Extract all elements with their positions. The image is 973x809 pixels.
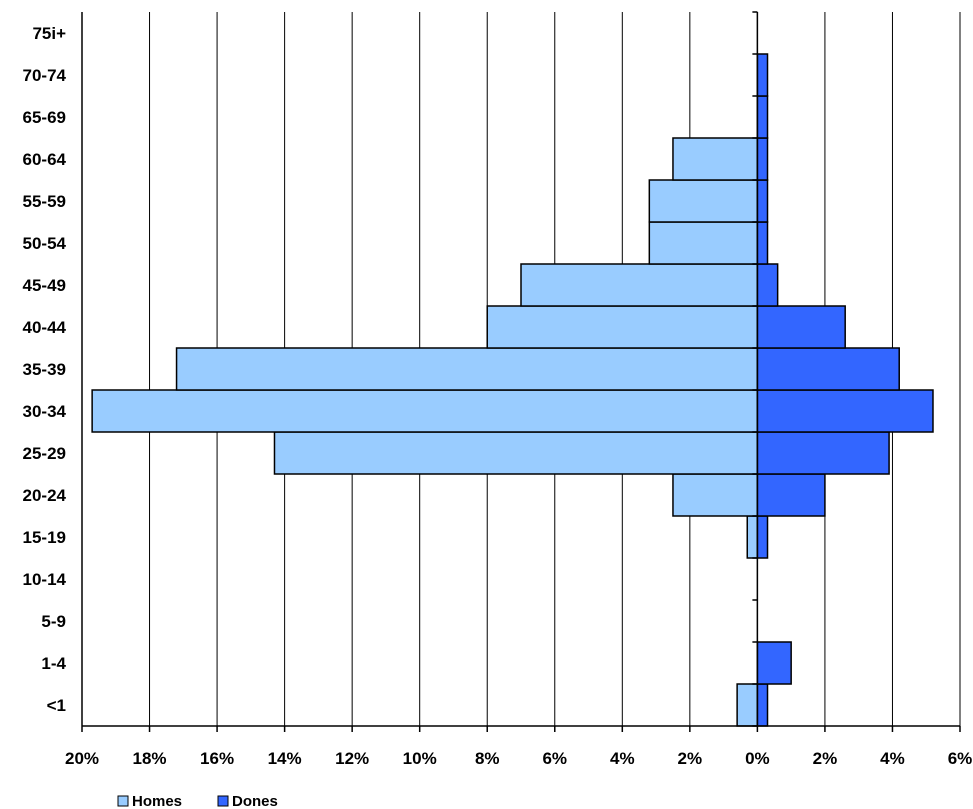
y-tick-label: 70-74 — [23, 66, 67, 85]
legend-label-homes: Homes — [132, 793, 182, 809]
legend-swatch-dones — [217, 795, 229, 807]
x-tick-label: 6% — [542, 749, 567, 768]
bar-dones-7 — [756, 389, 934, 433]
bar-dones-11 — [756, 221, 769, 265]
bar-dones-4 — [756, 515, 769, 559]
bar-homes-9 — [486, 305, 759, 349]
bar-homes-8 — [175, 347, 759, 391]
bar-homes-13 — [672, 137, 759, 181]
bar-dones-9 — [756, 305, 846, 349]
bars — [91, 53, 934, 727]
y-tick-label: 75i+ — [32, 24, 66, 43]
x-tick-label: 2% — [813, 749, 838, 768]
y-tick-label: 15-19 — [23, 528, 66, 547]
bar-homes-4 — [746, 515, 759, 559]
x-tick-label: 18% — [133, 749, 167, 768]
legend-swatch-homes — [117, 795, 129, 807]
bar-dones-1 — [756, 641, 792, 685]
bar-dones-10 — [756, 263, 779, 307]
y-tick-label: <1 — [47, 696, 66, 715]
y-tick-label: 45-49 — [23, 276, 66, 295]
y-tick-label: 60-64 — [23, 150, 67, 169]
x-tick-label: 8% — [475, 749, 500, 768]
y-tick-label: 10-14 — [23, 570, 67, 589]
x-tick-label: 14% — [268, 749, 302, 768]
bar-dones-15 — [756, 53, 769, 97]
y-tick-label: 50-54 — [23, 234, 67, 253]
x-tick-label: 10% — [403, 749, 437, 768]
y-tick-label: 65-69 — [23, 108, 66, 127]
bar-dones-6 — [756, 431, 890, 475]
bar-dones-14 — [756, 95, 769, 139]
bar-homes-6 — [273, 431, 759, 475]
bar-dones-12 — [756, 179, 769, 223]
bar-dones-0 — [756, 683, 769, 727]
y-tick-label: 20-24 — [23, 486, 67, 505]
bar-dones-5 — [756, 473, 826, 517]
bar-dones-13 — [756, 137, 769, 181]
y-tick-label: 1-4 — [41, 654, 66, 673]
y-tick-label: 30-34 — [23, 402, 67, 421]
axes — [81, 11, 961, 732]
bar-homes-5 — [672, 473, 759, 517]
bar-homes-12 — [648, 179, 759, 223]
x-tick-label: 4% — [610, 749, 635, 768]
legend: Homes Dones — [117, 793, 278, 809]
bar-homes-0 — [736, 683, 759, 727]
x-tick-label: 2% — [678, 749, 703, 768]
x-axis-labels: 20% 18% 16% 14% 12% 10% 8% 6% 4% 2% 0% 2% 4% 6% — [65, 749, 972, 768]
x-tick-label: 6% — [948, 749, 973, 768]
x-tick-label: 0% — [745, 749, 770, 768]
y-tick-label: 5-9 — [41, 612, 66, 631]
legend-label-dones: Dones — [232, 793, 278, 809]
x-tick-label: 12% — [335, 749, 369, 768]
bar-homes-7 — [91, 389, 759, 433]
x-tick-label: 20% — [65, 749, 99, 768]
y-axis-labels: <1 1-4 5-9 10-14 15-19 20-24 25-29 30-34 35-39 40… — [23, 24, 67, 715]
y-tick-label: 35-39 — [23, 360, 66, 379]
bar-homes-11 — [648, 221, 759, 265]
y-tick-label: 55-59 — [23, 192, 66, 211]
y-tick-label: 40-44 — [23, 318, 67, 337]
bar-homes-10 — [520, 263, 759, 307]
bar-dones-8 — [756, 347, 900, 391]
x-tick-label: 4% — [880, 749, 905, 768]
x-tick-label: 16% — [200, 749, 234, 768]
y-tick-label: 25-29 — [23, 444, 66, 463]
